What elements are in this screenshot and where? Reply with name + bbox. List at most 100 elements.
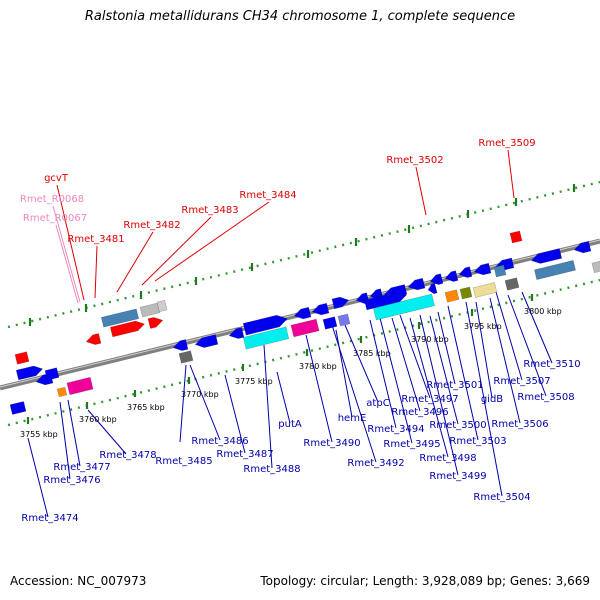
leader-line bbox=[415, 166, 427, 216]
forward-gene-arrow bbox=[407, 277, 426, 291]
gene-label: Rmet_3487 bbox=[216, 449, 273, 460]
forward-gene-arrow bbox=[293, 306, 312, 320]
gene-label: hemE bbox=[338, 413, 367, 424]
reverse-gene-arrow bbox=[85, 333, 102, 345]
forward-gene-arrow bbox=[228, 327, 245, 339]
leader-line bbox=[489, 297, 521, 424]
gene-label: Rmet_3503 bbox=[449, 436, 506, 447]
leader-line bbox=[305, 334, 333, 443]
tick-label: 3770 kbp bbox=[181, 390, 219, 399]
gene-block bbox=[493, 264, 507, 278]
gene-label: Rmet_3508 bbox=[517, 392, 574, 403]
gene-label: Rmet_3504 bbox=[473, 492, 530, 503]
tick-label: 3765 kbp bbox=[127, 403, 165, 412]
gene-label: gidB bbox=[481, 394, 503, 405]
leader-line bbox=[224, 374, 246, 454]
gene-label: Rmet_3490 bbox=[303, 438, 360, 449]
forward-gene-arrow bbox=[427, 282, 438, 295]
tick-label: 3760 kbp bbox=[79, 415, 117, 424]
gene-label: Rmet_3507 bbox=[493, 376, 550, 387]
gene-label: Rmet_3474 bbox=[21, 513, 78, 524]
gene-label: Rmet_3494 bbox=[367, 424, 424, 435]
forward-gene-arrow bbox=[444, 270, 459, 282]
gene-block bbox=[504, 277, 520, 291]
gene-label: Rmet_3501 bbox=[426, 380, 483, 391]
tick-label: 3780 kbp bbox=[299, 362, 337, 371]
leader-line bbox=[507, 294, 547, 397]
gene-block bbox=[459, 286, 473, 300]
gene-label: Rmet_3499 bbox=[429, 471, 486, 482]
gene-label: Rmet_3484 bbox=[239, 190, 296, 201]
leader-line bbox=[179, 364, 187, 443]
tick-label: 3785 kbp bbox=[353, 349, 391, 358]
forward-gene-arrow bbox=[15, 365, 44, 381]
forward-gene-arrow bbox=[242, 314, 288, 336]
forward-gene-arrow bbox=[172, 339, 189, 351]
leader-line bbox=[399, 314, 431, 399]
leader-line bbox=[344, 324, 379, 403]
forward-gene-arrow bbox=[311, 302, 330, 316]
forward-gene-arrow bbox=[429, 273, 444, 285]
forward-gene-arrow bbox=[194, 334, 219, 348]
leader-line bbox=[331, 324, 377, 463]
gene-label: Rmet_3500 bbox=[429, 420, 486, 431]
gene-label: Rmet_3482 bbox=[123, 220, 180, 231]
gene-label: Rmet_3477 bbox=[53, 462, 110, 473]
leader-line bbox=[87, 409, 127, 455]
accession: Accession: NC_007973 bbox=[10, 574, 147, 588]
forward-gene-arrow bbox=[9, 401, 27, 415]
leader-line bbox=[475, 301, 493, 399]
gene-block bbox=[472, 282, 498, 298]
gene-label: Rmet_3495 bbox=[383, 439, 440, 450]
tick-label: 3795 kbp bbox=[464, 322, 502, 331]
gene-block bbox=[444, 289, 460, 303]
leader-line bbox=[521, 291, 553, 364]
leader-line bbox=[507, 149, 515, 199]
leader-line bbox=[189, 364, 221, 441]
tick-label: 3800 kbp bbox=[524, 307, 562, 316]
reverse-gene-arrow bbox=[147, 317, 164, 329]
gene-block bbox=[56, 386, 68, 398]
gene-block bbox=[178, 350, 194, 364]
reverse-gene-arrow bbox=[14, 351, 30, 365]
gene-label: Rmet_R0068 bbox=[20, 194, 84, 205]
map-title: Ralstonia metallidurans CH34 chromosome … bbox=[84, 9, 516, 24]
gene-label: Rmet_3478 bbox=[99, 450, 156, 461]
gene-label: gcvT bbox=[44, 173, 69, 184]
leader-line bbox=[429, 315, 459, 425]
tick-label: 3755 kbp bbox=[20, 430, 58, 439]
leader-line bbox=[465, 301, 503, 497]
leader-line bbox=[437, 311, 456, 385]
gene-label: Rmet_3510 bbox=[523, 359, 580, 370]
upper-dotted-guide bbox=[7, 180, 600, 329]
leader-line bbox=[391, 317, 421, 412]
leader-line bbox=[379, 317, 413, 444]
gene-label: Rmet_3492 bbox=[347, 458, 404, 469]
leader-line bbox=[154, 201, 270, 282]
gene-block bbox=[100, 308, 140, 328]
leader-line bbox=[94, 245, 98, 299]
gene-label: Rmet_3483 bbox=[181, 205, 238, 216]
forward-gene-arrow bbox=[331, 296, 350, 310]
gene-block bbox=[534, 260, 576, 280]
gene-block bbox=[44, 367, 60, 381]
tick-label: 3775 kbp bbox=[235, 377, 273, 386]
forward-gene-arrow bbox=[573, 240, 592, 254]
gene-block bbox=[66, 376, 94, 396]
gene-label: Rmet_3506 bbox=[491, 419, 548, 430]
gene-block bbox=[290, 318, 320, 338]
forward-gene-arrow bbox=[473, 262, 492, 276]
gene-label: putA bbox=[278, 419, 302, 430]
gene-label: Rmet_3481 bbox=[67, 234, 124, 245]
leader-line bbox=[59, 401, 71, 480]
leader-line bbox=[276, 371, 291, 424]
gene-label: Rmet_3488 bbox=[243, 464, 300, 475]
gene-label: Rmet_3502 bbox=[386, 155, 443, 166]
gene-label: Rmet_3486 bbox=[191, 436, 248, 447]
forward-gene-arrow bbox=[364, 291, 407, 311]
leader-line bbox=[419, 314, 459, 476]
gene-block bbox=[322, 316, 338, 330]
reverse-gene-arrow bbox=[109, 320, 146, 338]
leader-line bbox=[116, 231, 154, 293]
leader-line bbox=[56, 184, 85, 301]
